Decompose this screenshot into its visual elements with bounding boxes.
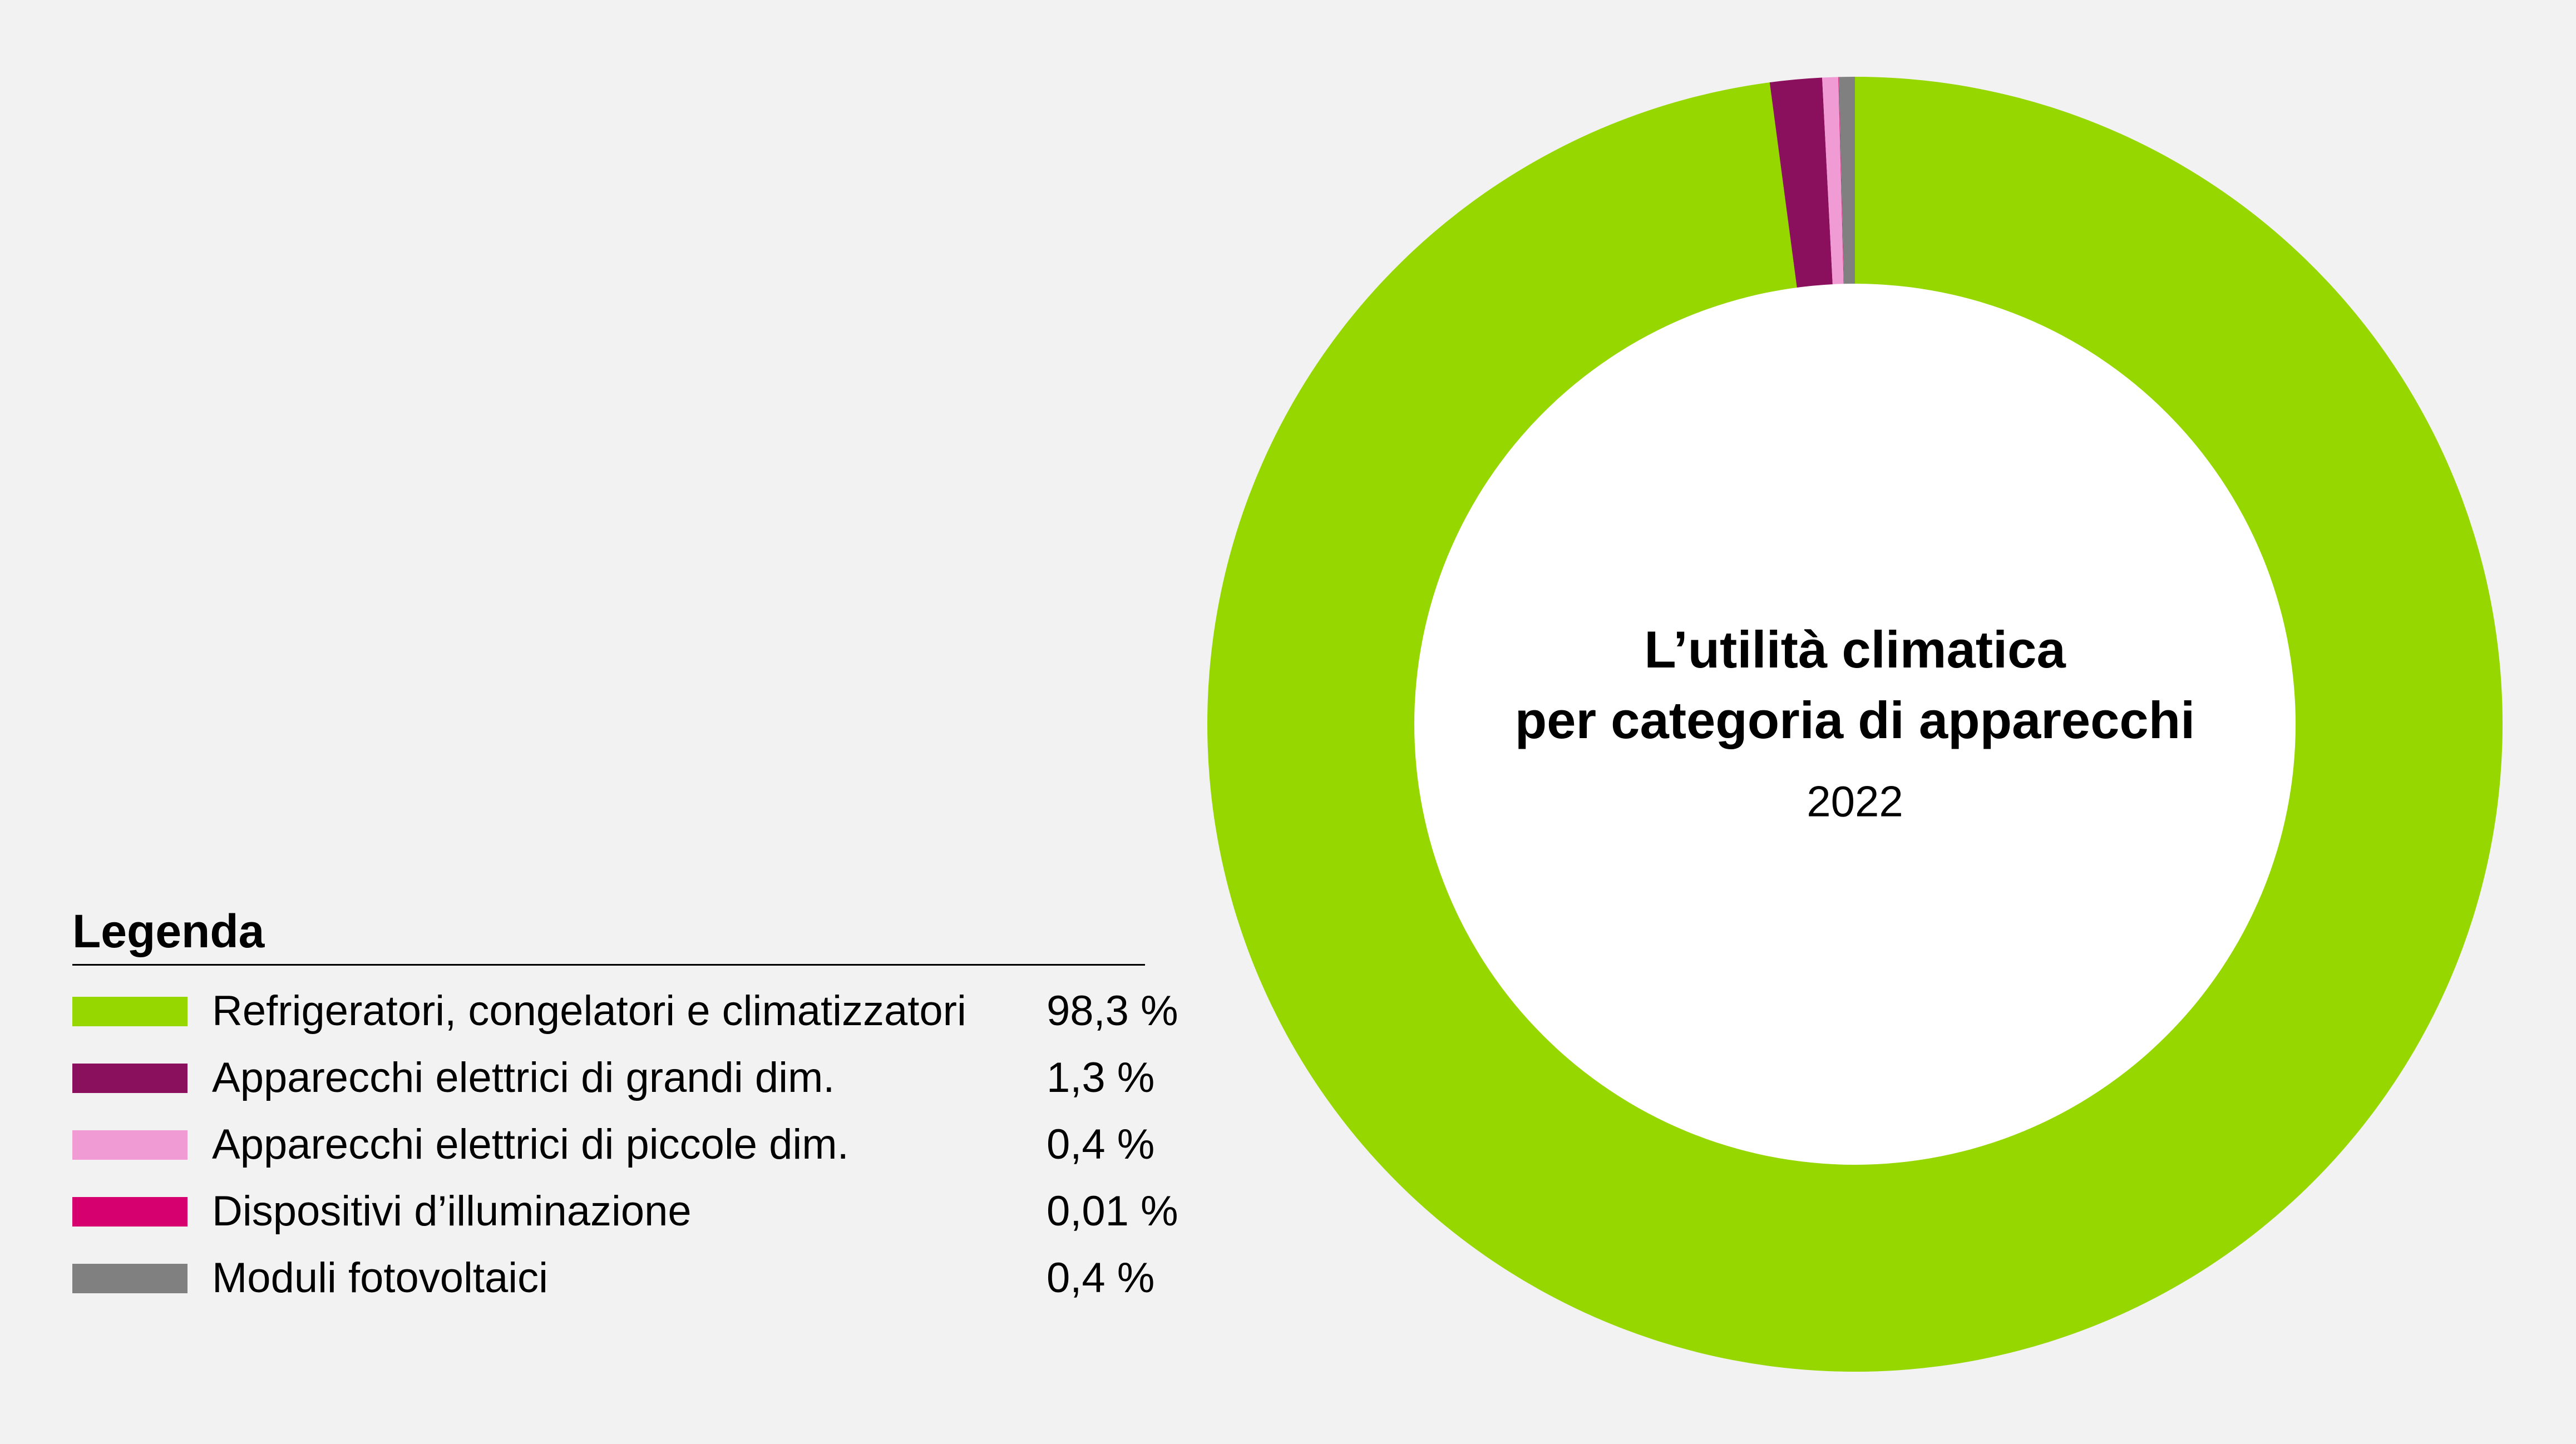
- legend-item: Moduli fotovoltaici 0,4 %: [72, 1245, 1154, 1312]
- value-label: 0,4 %: [1047, 1121, 1155, 1168]
- legend-item: Apparecchi elettrici di grandi dim. 1,3 %: [72, 1045, 1154, 1111]
- value-label: 0,01 %: [1047, 1188, 1178, 1235]
- chart-title-line: per categoria di apparecchi: [1515, 691, 2195, 749]
- legend-label: Apparecchi elettrici di grandi dim.: [212, 1054, 835, 1101]
- value-label: 98,3 %: [1047, 987, 1178, 1035]
- legend-title: Legenda: [72, 898, 1145, 966]
- legend-rows: Refrigeratori, congelatori e climatizzat…: [72, 966, 1178, 1312]
- legend-item: Refrigeratori, congelatori e climatizzat…: [72, 978, 1178, 1045]
- legend-item: Dispositivi d’illuminazione 0,01 %: [72, 1178, 1178, 1245]
- value-label: 1,3 %: [1047, 1054, 1155, 1101]
- legend-label: Moduli fotovoltaici: [212, 1254, 549, 1302]
- legend: Legenda Refrigeratori, congelatori e cli…: [72, 898, 1178, 1312]
- legend-item: Apparecchi elettrici di piccole dim. 0,4 …: [72, 1111, 1154, 1178]
- legend-swatch: [72, 1064, 187, 1093]
- legend-swatch: [72, 1130, 187, 1160]
- chart-title-line: L’utilità climatica: [1644, 620, 2066, 679]
- value-label: 0,4 %: [1047, 1254, 1155, 1302]
- legend-swatch: [72, 997, 187, 1026]
- legend-label: Apparecchi elettrici di piccole dim.: [212, 1121, 849, 1168]
- legend-swatch: [72, 1264, 187, 1293]
- donut-hole: [1414, 284, 2296, 1165]
- legend-label: Dispositivi d’illuminazione: [212, 1188, 692, 1235]
- legend-swatch: [72, 1197, 187, 1227]
- chart-subtitle: 2022: [1807, 777, 1903, 826]
- legend-label: Refrigeratori, congelatori e climatizzat…: [212, 987, 966, 1035]
